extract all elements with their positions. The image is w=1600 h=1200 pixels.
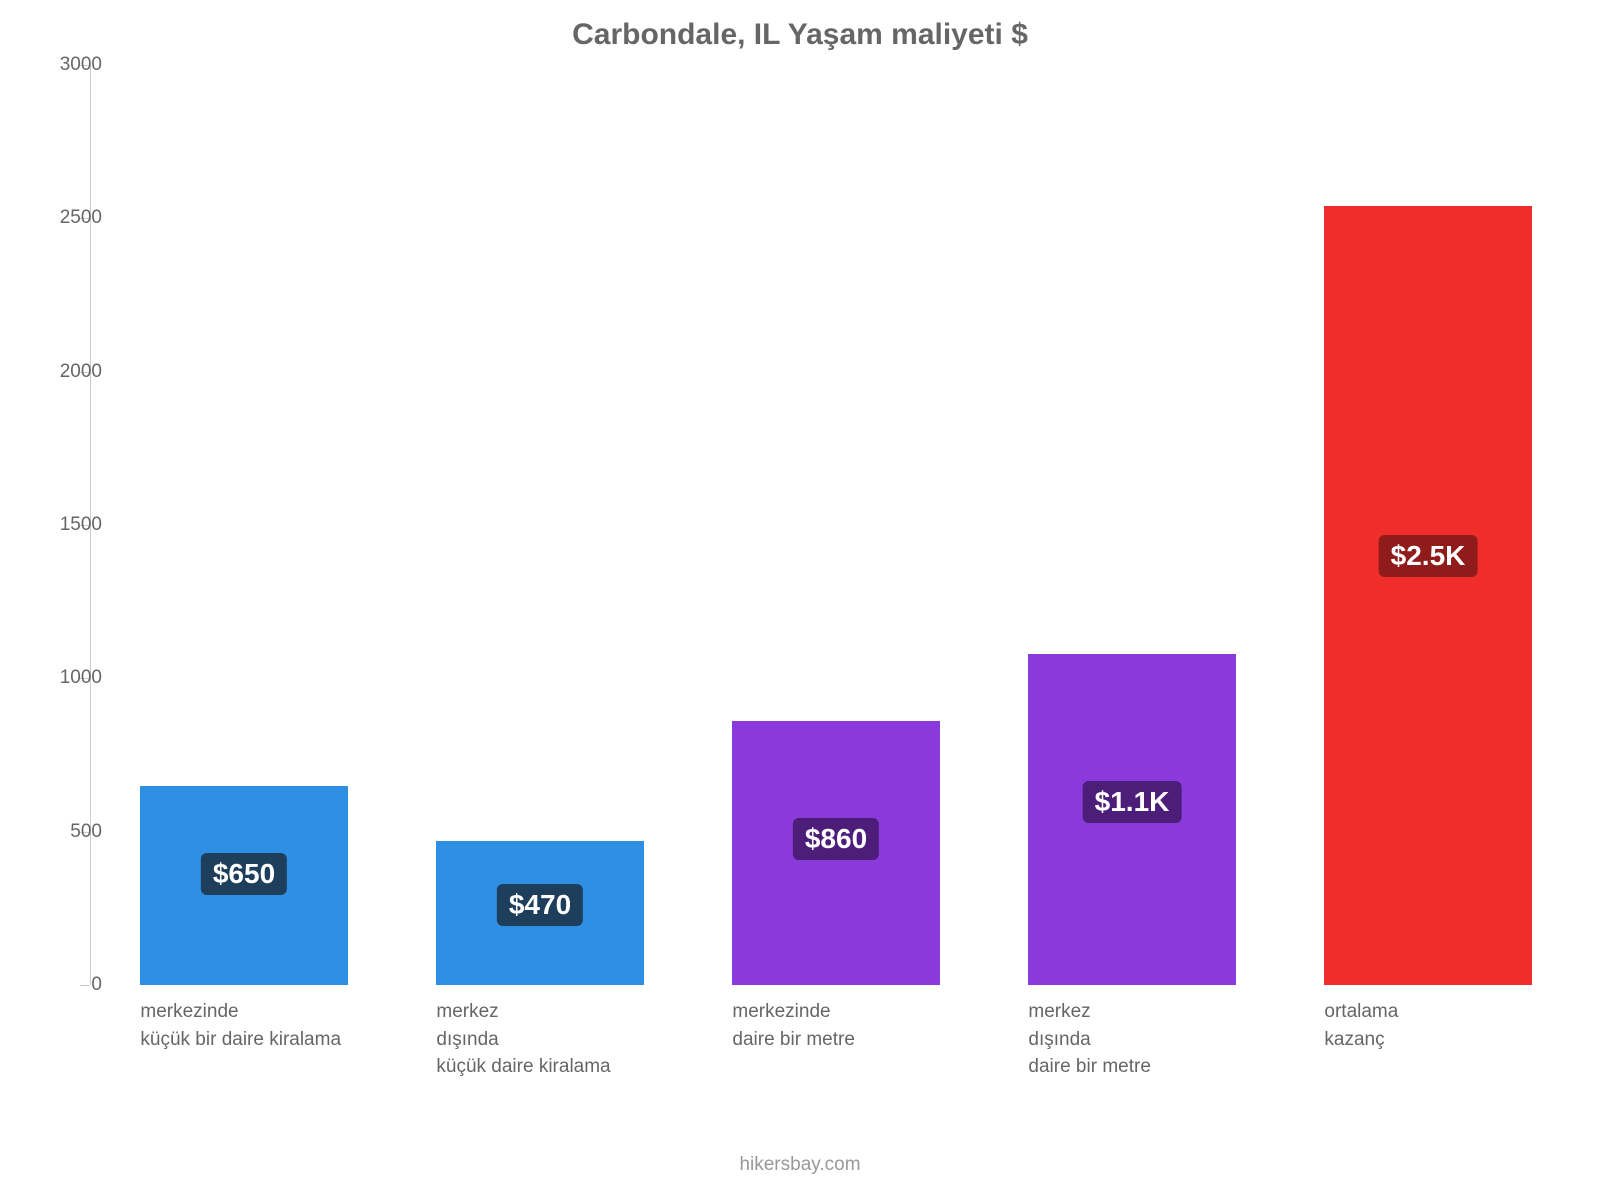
- bars-layer: $650 $470 $860 $1.1K $2.5K: [90, 65, 1570, 985]
- x-category-label: ortalama kazanç: [1324, 998, 1398, 1053]
- y-tick-label: 0: [91, 974, 102, 996]
- x-category-label: merkez dışında daire bir metre: [1028, 998, 1151, 1081]
- y-tick-label: 500: [70, 821, 102, 843]
- plot-area: $650 $470 $860 $1.1K $2.5K: [90, 65, 1570, 985]
- y-tick-label: 3000: [60, 54, 102, 76]
- chart-title: Carbondale, IL Yaşam maliyeti $: [0, 18, 1600, 52]
- cost-of-living-chart: Carbondale, IL Yaşam maliyeti $ $650 $470…: [0, 0, 1600, 1200]
- x-category-label: merkezinde küçük bir daire kiralama: [140, 998, 341, 1053]
- bar-value-label: $860: [793, 818, 879, 860]
- bar-value-label: $650: [201, 853, 287, 895]
- x-category-label: merkez dışında küçük daire kiralama: [436, 998, 610, 1081]
- y-tick-label: 2500: [60, 207, 102, 229]
- credit-text: hikersbay.com: [0, 1154, 1600, 1176]
- bar-value-label: $470: [497, 884, 583, 926]
- bar-value-label: $2.5K: [1379, 535, 1478, 577]
- y-tick-mark: [80, 985, 90, 986]
- y-tick-label: 1500: [60, 514, 102, 536]
- x-category-label: merkezinde daire bir metre: [732, 998, 855, 1053]
- bar-value-label: $1.1K: [1083, 781, 1182, 823]
- y-tick-label: 1000: [60, 667, 102, 689]
- y-tick-label: 2000: [60, 361, 102, 383]
- bar: [1324, 206, 1531, 985]
